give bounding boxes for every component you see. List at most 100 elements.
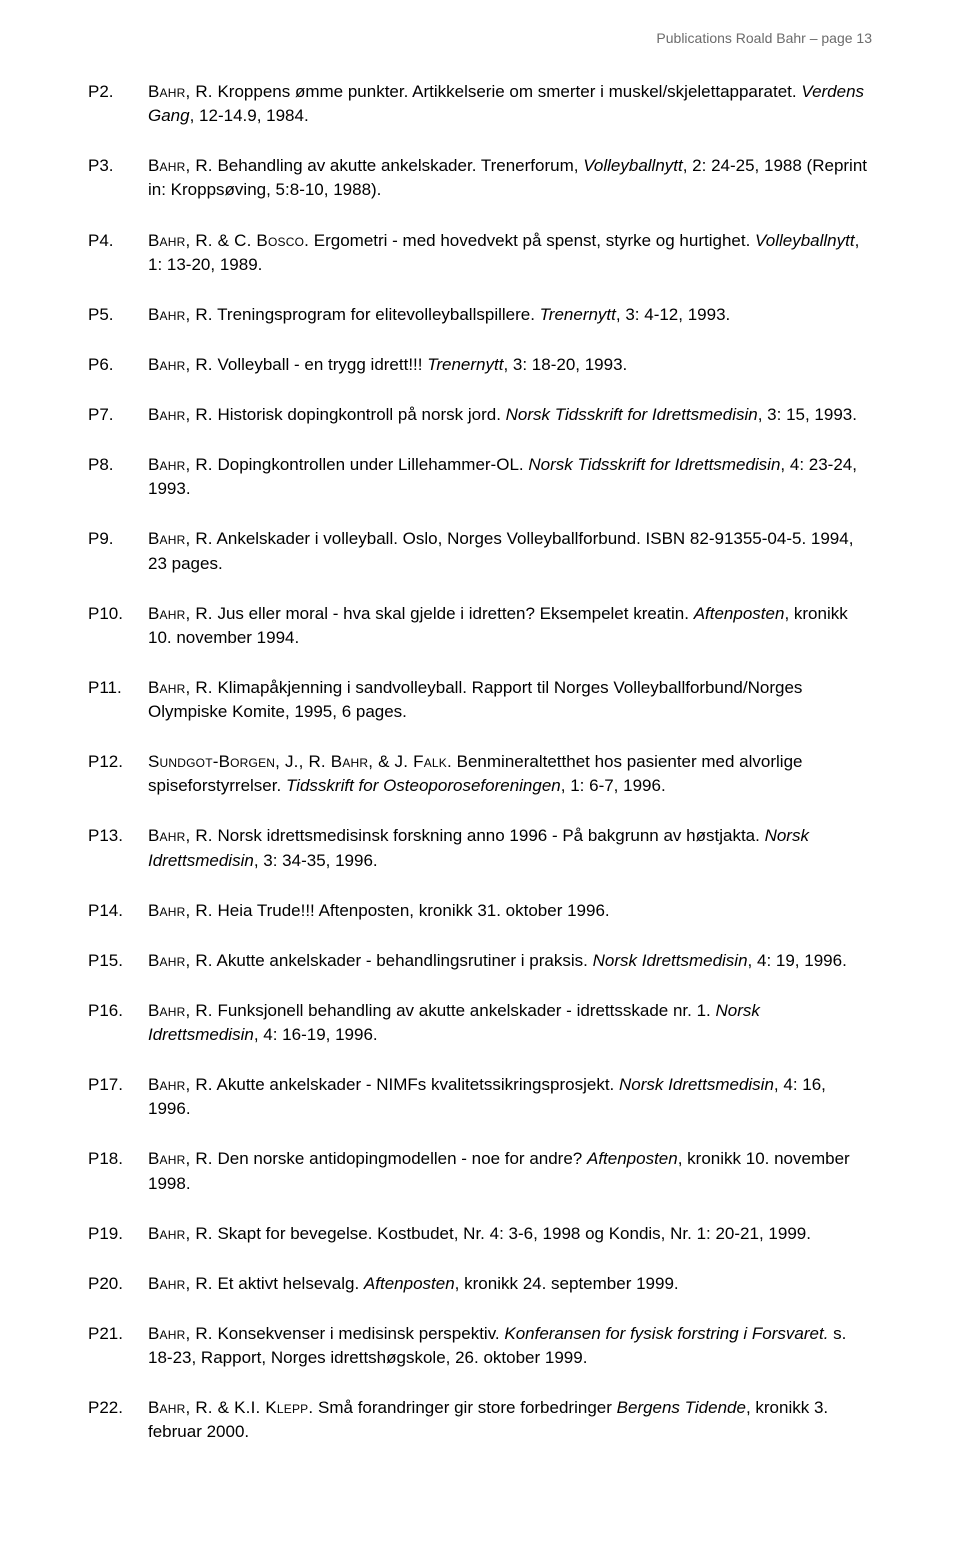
- citation-text: Funksjonell behandling av akutte ankelsk…: [213, 1001, 716, 1020]
- citation-text: Skapt for bevegelse. Kostbudet, Nr. 4: 3…: [213, 1224, 811, 1243]
- reference-entry: P20.Bahr, R. Et aktivt helsevalg. Aftenp…: [88, 1272, 872, 1296]
- citation-text: Norsk idrettsmedisinsk forskning anno 19…: [213, 826, 765, 845]
- citation-text: Akutte ankelskader - behandlingsrutiner …: [213, 951, 593, 970]
- citation-text: Små forandringer gir store forbedringer: [313, 1398, 616, 1417]
- author-text: Bahr, R.: [148, 156, 213, 175]
- reference-number: P19.: [88, 1222, 148, 1246]
- journal-title: Aftenposten: [364, 1274, 455, 1293]
- reference-number: P14.: [88, 899, 148, 923]
- author-text: Bahr, R.: [148, 82, 213, 101]
- author-text: Bahr, R.: [148, 604, 213, 623]
- author-text: Bahr, R.: [148, 529, 213, 548]
- citation-text: Historisk dopingkontroll på norsk jord.: [213, 405, 506, 424]
- reference-number: P12.: [88, 750, 148, 774]
- reference-number: P17.: [88, 1073, 148, 1097]
- journal-title: Aftenposten: [587, 1149, 678, 1168]
- author-text: Bahr, R.: [148, 1001, 213, 1020]
- citation-text: Dopingkontrollen under Lillehammer-OL.: [213, 455, 529, 474]
- reference-number: P3.: [88, 154, 148, 178]
- citation-text: Den norske antidopingmodellen - noe for …: [213, 1149, 587, 1168]
- citation-text: Kroppens ømme punkter. Artikkelserie om …: [213, 82, 802, 101]
- citation-text: Et aktivt helsevalg.: [213, 1274, 364, 1293]
- reference-entry: P15.Bahr, R. Akutte ankelskader - behand…: [88, 949, 872, 973]
- journal-title: Tidsskrift for Osteoporoseforeningen: [286, 776, 561, 795]
- reference-body: Bahr, R. Volleyball - en trygg idrett!!!…: [148, 353, 872, 377]
- reference-body: Bahr, R. Skapt for bevegelse. Kostbudet,…: [148, 1222, 872, 1246]
- reference-number: P7.: [88, 403, 148, 427]
- reference-body: Bahr, R. Konsekvenser i medisinsk perspe…: [148, 1322, 872, 1370]
- reference-number: P11.: [88, 676, 148, 700]
- citation-text: , 3: 4-12, 1993.: [616, 305, 730, 324]
- citation-text: Klimapåkjenning i sandvolleyball. Rappor…: [148, 678, 802, 721]
- reference-number: P13.: [88, 824, 148, 848]
- citation-text: Treningsprogram for elitevolleyballspill…: [213, 305, 540, 324]
- citation-text: Akutte ankelskader - NIMFs kvalitetssikr…: [213, 1075, 619, 1094]
- journal-title: Trenernytt: [427, 355, 503, 374]
- reference-body: Bahr, R. Historisk dopingkontroll på nor…: [148, 403, 872, 427]
- reference-body: Bahr, R. Dopingkontrollen under Lilleham…: [148, 453, 872, 501]
- author-text: Bahr, R.: [148, 455, 213, 474]
- reference-body: Bahr, R. Akutte ankelskader - NIMFs kval…: [148, 1073, 872, 1121]
- reference-body: Bahr, R. Den norske antidopingmodellen -…: [148, 1147, 872, 1195]
- reference-body: Bahr, R. Ankelskader i volleyball. Oslo,…: [148, 527, 872, 575]
- reference-number: P9.: [88, 527, 148, 551]
- reference-entry: P22.Bahr, R. & K.I. Klepp. Små forandrin…: [88, 1396, 872, 1444]
- reference-number: P18.: [88, 1147, 148, 1171]
- citation-text: , 3: 34-35, 1996.: [254, 851, 378, 870]
- reference-number: P8.: [88, 453, 148, 477]
- author-text: Bahr, R.: [148, 826, 213, 845]
- reference-body: Bahr, R. Heia Trude!!! Aftenposten, kron…: [148, 899, 872, 923]
- author-text: Bahr, R.: [148, 678, 213, 697]
- reference-number: P20.: [88, 1272, 148, 1296]
- journal-title: Norsk Tidsskrift for Idrettsmedisin: [528, 455, 780, 474]
- reference-entry: P7.Bahr, R. Historisk dopingkontroll på …: [88, 403, 872, 427]
- citation-text: Ankelskader i volleyball. Oslo, Norges V…: [148, 529, 853, 572]
- reference-entry: P19.Bahr, R. Skapt for bevegelse. Kostbu…: [88, 1222, 872, 1246]
- reference-entry: P11.Bahr, R. Klimapåkjenning i sandvolle…: [88, 676, 872, 724]
- reference-entry: P9.Bahr, R. Ankelskader i volleyball. Os…: [88, 527, 872, 575]
- author-text: Bahr, R. & K.I. Klepp.: [148, 1398, 313, 1417]
- citation-text: Konsekvenser i medisinsk perspektiv.: [213, 1324, 505, 1343]
- citation-text: , 12-14.9, 1984.: [190, 106, 309, 125]
- reference-list: P2.Bahr, R. Kroppens ømme punkter. Artik…: [88, 80, 872, 1444]
- citation-text: , 4: 16-19, 1996.: [254, 1025, 378, 1044]
- reference-body: Bahr, R. Funksjonell behandling av akutt…: [148, 999, 872, 1047]
- author-text: Bahr, R.: [148, 901, 213, 920]
- reference-entry: P17.Bahr, R. Akutte ankelskader - NIMFs …: [88, 1073, 872, 1121]
- reference-body: Bahr, R. & K.I. Klepp. Små forandringer …: [148, 1396, 872, 1444]
- reference-entry: P2.Bahr, R. Kroppens ømme punkter. Artik…: [88, 80, 872, 128]
- reference-number: P21.: [88, 1322, 148, 1346]
- reference-body: Bahr, R. Klimapåkjenning i sandvolleybal…: [148, 676, 872, 724]
- reference-number: P2.: [88, 80, 148, 104]
- author-text: Bahr, R.: [148, 1075, 213, 1094]
- reference-entry: P18.Bahr, R. Den norske antidopingmodell…: [88, 1147, 872, 1195]
- reference-body: Bahr, R. Behandling av akutte ankelskade…: [148, 154, 872, 202]
- citation-text: Ergometri - med hovedvekt på spenst, sty…: [309, 231, 755, 250]
- reference-entry: P16.Bahr, R. Funksjonell behandling av a…: [88, 999, 872, 1047]
- author-text: Bahr, R.: [148, 1149, 213, 1168]
- reference-entry: P3.Bahr, R. Behandling av akutte ankelsk…: [88, 154, 872, 202]
- reference-entry: P10.Bahr, R. Jus eller moral - hva skal …: [88, 602, 872, 650]
- journal-title: Bergens Tidende: [617, 1398, 746, 1417]
- reference-number: P16.: [88, 999, 148, 1023]
- author-text: Sundgot-Borgen, J., R. Bahr, & J. Falk.: [148, 752, 452, 771]
- author-text: Bahr, R.: [148, 1224, 213, 1243]
- citation-text: , 4: 19, 1996.: [748, 951, 847, 970]
- citation-text: Heia Trude!!! Aftenposten, kronikk 31. o…: [213, 901, 610, 920]
- reference-body: Bahr, R. Treningsprogram for elitevolley…: [148, 303, 872, 327]
- author-text: Bahr, R.: [148, 305, 213, 324]
- reference-body: Bahr, R. Jus eller moral - hva skal gjel…: [148, 602, 872, 650]
- journal-title: Trenernytt: [540, 305, 616, 324]
- reference-entry: P5.Bahr, R. Treningsprogram for elitevol…: [88, 303, 872, 327]
- author-text: Bahr, R.: [148, 1324, 213, 1343]
- journal-title: Konferansen for fysisk forstring i Forsv…: [504, 1324, 828, 1343]
- reference-entry: P21.Bahr, R. Konsekvenser i medisinsk pe…: [88, 1322, 872, 1370]
- reference-entry: P14.Bahr, R. Heia Trude!!! Aftenposten, …: [88, 899, 872, 923]
- author-text: Bahr, R.: [148, 355, 213, 374]
- reference-body: Sundgot-Borgen, J., R. Bahr, & J. Falk. …: [148, 750, 872, 798]
- reference-entry: P6.Bahr, R. Volleyball - en trygg idrett…: [88, 353, 872, 377]
- journal-title: Aftenposten: [694, 604, 785, 623]
- citation-text: Volleyball - en trygg idrett!!!: [213, 355, 428, 374]
- reference-entry: P12.Sundgot-Borgen, J., R. Bahr, & J. Fa…: [88, 750, 872, 798]
- journal-title: Volleyballnytt: [755, 231, 855, 250]
